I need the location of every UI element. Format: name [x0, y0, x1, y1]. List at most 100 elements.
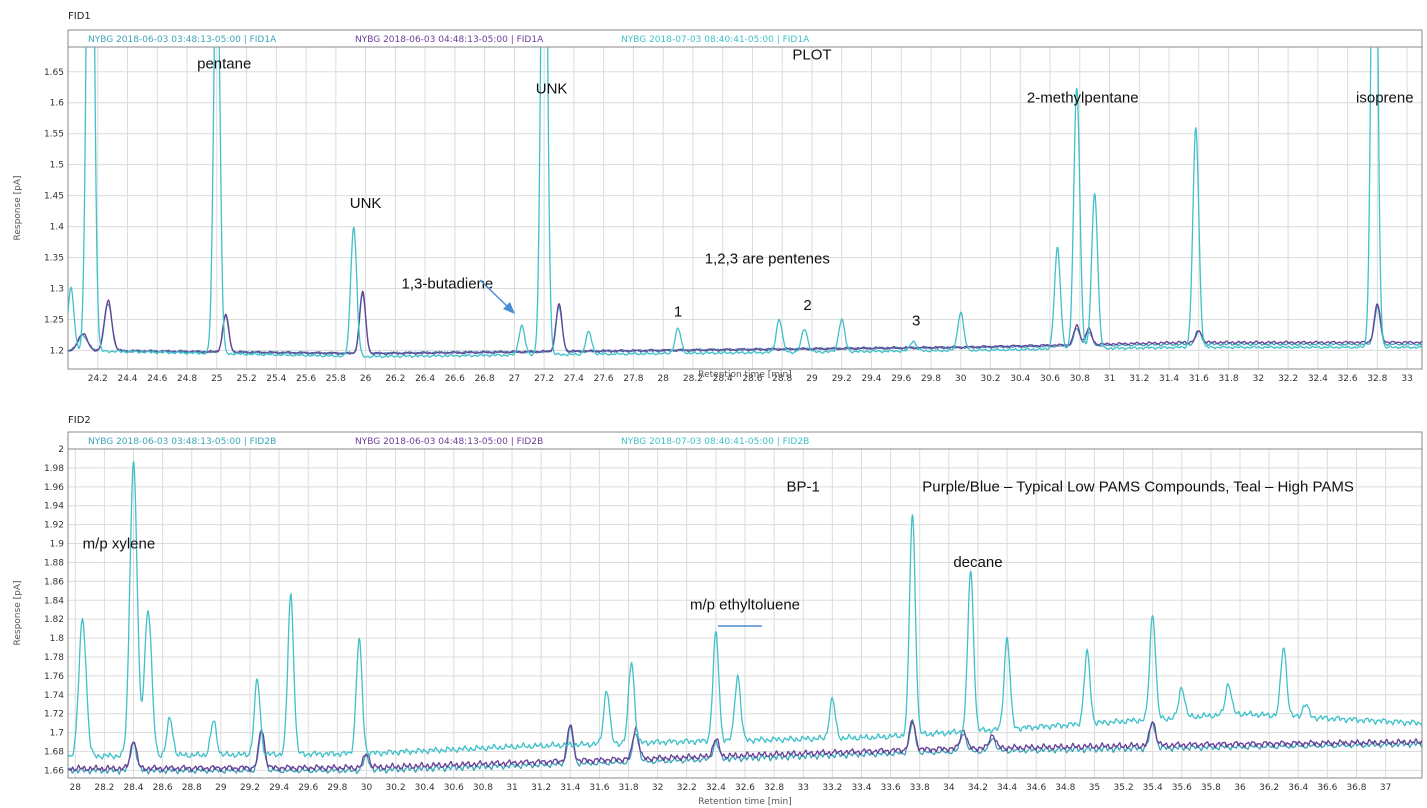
arrow-line — [479, 279, 510, 309]
x-tick-label: 32 — [652, 783, 663, 793]
x-tick-label: 34.8 — [1055, 783, 1075, 793]
x-tick-label: 27.6 — [594, 374, 614, 384]
y-tick-label: 1.78 — [44, 653, 64, 663]
x-tick-label: 35.2 — [1114, 783, 1134, 793]
x-tick-label: 28 — [70, 783, 82, 793]
y-tick-label: 1.82 — [44, 615, 64, 625]
x-tick-label: 28.8 — [182, 783, 202, 793]
x-tick-label: 32.8 — [1367, 374, 1387, 384]
x-tick-label: 25.8 — [326, 374, 346, 384]
x-tick-label: 35.6 — [1172, 783, 1192, 793]
series-group — [68, 47, 1422, 359]
y-tick-label: 2 — [58, 445, 64, 455]
x-tick-label: 36 — [1234, 783, 1246, 793]
x-tick-label: 28.8 — [772, 374, 792, 384]
x-tick-label: 28.6 — [742, 374, 762, 384]
x-tick-label: 30.4 — [1010, 374, 1030, 384]
y-tick-label: 1.96 — [44, 483, 64, 493]
y-tick-label: 1.86 — [44, 577, 64, 587]
y-tick-label: 1.55 — [44, 130, 64, 140]
y-tick-label: 1.88 — [44, 558, 64, 568]
x-tick-label: 29.8 — [327, 783, 347, 793]
annotations: pentane UNK PLOT UNK 2-methylpentane isoprene… — [197, 46, 1413, 329]
x-tick-label: 29 — [806, 374, 818, 384]
x-tick-label: 31.4 — [560, 783, 580, 793]
annotation-label: 1,2,3 are pentenes — [705, 251, 830, 268]
series-line — [68, 461, 1422, 760]
panel-fid1: FID1 NYBG 2018-06-03 03:48:13-05:00 | FI… — [13, 11, 1423, 384]
series-line — [68, 718, 1422, 776]
x-tick-label: 31 — [506, 783, 517, 793]
x-tick-label: 25.4 — [266, 374, 286, 384]
x-tick-label: 29.2 — [832, 374, 852, 384]
x-tick-labels: 28 28.2 28.4 28.6 28.8 29 29.2 29.4 29.6 29.8 30 30… — [70, 783, 1392, 793]
x-tick-label: 29.2 — [240, 783, 260, 793]
x-tick-label: 33 — [1401, 374, 1412, 384]
y-tick-label: 1.3 — [50, 285, 64, 295]
x-tick-label: 30.2 — [386, 783, 406, 793]
x-tick-label: 28.2 — [683, 374, 703, 384]
annotation-label: 2 — [803, 297, 811, 314]
legend-entry: NYBG 2018-06-03 04:48:13-05:00 | FID2B — [355, 437, 543, 447]
legend-entry: NYBG 2018-06-03 04:48:13-05:00 | FID1A — [355, 35, 544, 45]
annotation-label: UNK — [350, 195, 382, 212]
y-tick-label: 1.5 — [50, 161, 64, 171]
x-tick-label: 31.2 — [1129, 374, 1149, 384]
y-tick-label: 1.76 — [44, 672, 64, 682]
x-tick-label: 34 — [943, 783, 955, 793]
annotations: m/p xylene BP-1 Purple/Blue – Typical Low … — [83, 479, 1354, 614]
x-tick-label: 29.8 — [921, 374, 941, 384]
x-tick-label: 32.4 — [706, 783, 726, 793]
x-tick-label: 32.2 — [677, 783, 697, 793]
y-axis-title: Response [pA] — [13, 176, 23, 241]
y-tick-label: 1.6 — [50, 99, 65, 109]
x-tick-label: 29 — [215, 783, 227, 793]
annotation-label: PLOT — [792, 46, 831, 63]
x-tick-label: 35.8 — [1201, 783, 1221, 793]
x-tick-label: 36.8 — [1346, 783, 1366, 793]
arrow-head — [503, 302, 515, 314]
x-tick-label: 33 — [798, 783, 809, 793]
x-tick-label: 25.2 — [237, 374, 257, 384]
x-axis-title: Retention time [min] — [698, 370, 791, 380]
x-tick-label: 30.6 — [1040, 374, 1060, 384]
x-tick-label: 32 — [1253, 374, 1264, 384]
x-tick-label: 30 — [955, 374, 967, 384]
x-tick-label: 36.4 — [1288, 783, 1308, 793]
x-tick-label: 27.4 — [564, 374, 584, 384]
x-tick-label: 33.2 — [822, 783, 842, 793]
x-tick-label: 30.8 — [473, 783, 493, 793]
x-tick-label: 26.8 — [475, 374, 495, 384]
x-tick-label: 28.2 — [94, 783, 114, 793]
x-tick-label: 27 — [509, 374, 520, 384]
y-tick-label: 1.98 — [44, 464, 64, 474]
annotation-label: isoprene — [1356, 90, 1414, 107]
y-tick-labels: 1.2 1.25 1.3 1.35 1.4 1.45 1.5 1.55 1.6 1.65 — [44, 68, 64, 357]
x-tick-label: 26 — [360, 374, 372, 384]
series-line — [68, 47, 1422, 359]
x-tick-label: 37 — [1380, 783, 1391, 793]
series-line — [68, 290, 1422, 356]
y-tick-label: 1.9 — [50, 540, 65, 550]
series-line — [68, 719, 1422, 773]
x-tick-labels: 24.2 24.4 24.6 24.8 25 25.2 25.4 25.6 25.8 26 26.2… — [88, 374, 1413, 384]
annotation-label: m/p xylene — [83, 535, 156, 552]
y-tick-label: 1.72 — [44, 710, 64, 720]
x-tick-label: 35.4 — [1143, 783, 1163, 793]
y-tick-label: 1.68 — [44, 748, 64, 758]
x-tick-label: 32.6 — [735, 783, 755, 793]
x-tick-label: 35 — [1089, 783, 1100, 793]
x-tick-label: 31.6 — [589, 783, 609, 793]
y-tick-label: 1.84 — [44, 596, 64, 606]
y-tick-label: 1.2 — [50, 346, 64, 356]
annotation-label: 1,3-butadiene — [402, 276, 494, 293]
y-tick-label: 1.65 — [44, 68, 64, 78]
x-axis-title: Retention time [min] — [698, 797, 791, 807]
legend-entry: NYBG 2018-06-03 03:48:13-05:00 | FID2B — [88, 437, 276, 447]
x-tick-label: 28 — [657, 374, 669, 384]
series-group — [68, 461, 1422, 776]
x-tick-label: 30.4 — [415, 783, 435, 793]
y-tick-label: 1.66 — [44, 766, 64, 776]
panel-title: FID2 — [68, 415, 91, 426]
